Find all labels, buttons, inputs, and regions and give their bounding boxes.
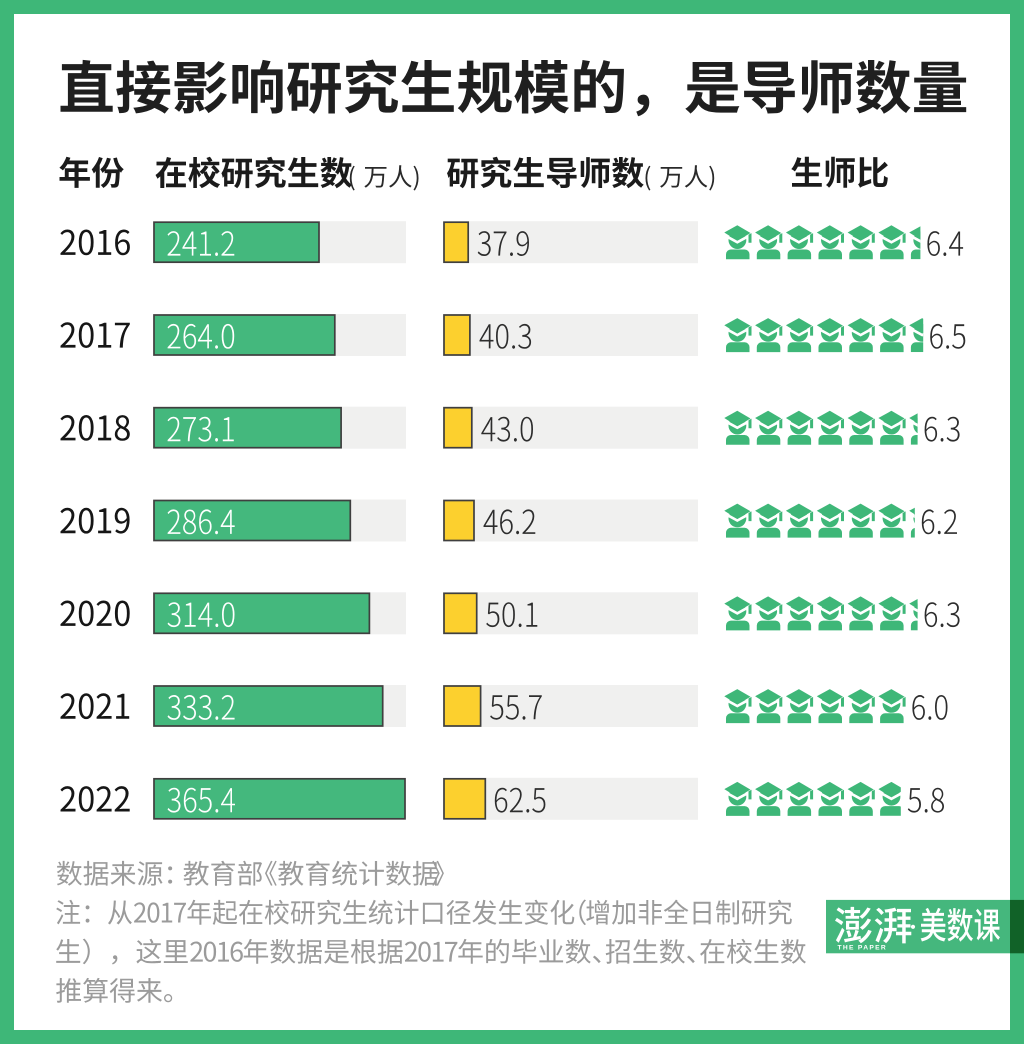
svg-text:THE PAPER: THE PAPER	[838, 945, 887, 952]
